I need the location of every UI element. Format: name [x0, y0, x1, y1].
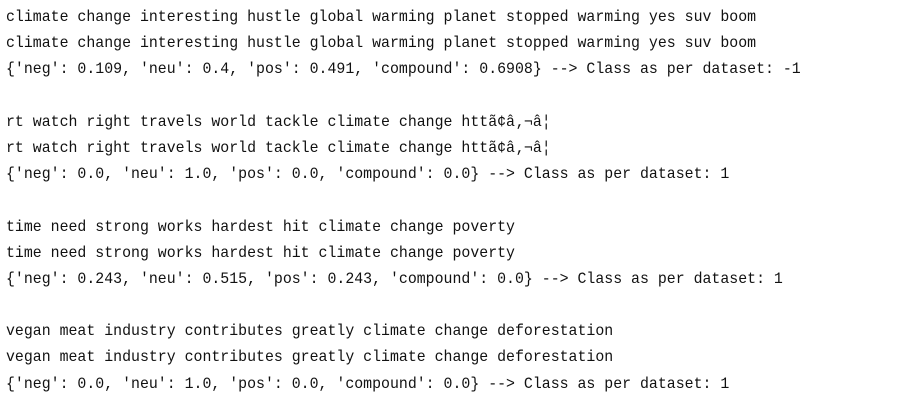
- output-block-3: time need strong works hardest hit clima…: [6, 214, 843, 293]
- output-block-2: rt watch right travels world tackle clim…: [6, 109, 843, 188]
- sentiment-result-line: {'neg': 0.243, 'neu': 0.515, 'pos': 0.24…: [6, 269, 783, 288]
- blank-line: [6, 292, 843, 318]
- processed-text-line: climate change interesting hustle global…: [6, 34, 757, 53]
- processed-text-line: time need strong works hardest hit clima…: [6, 243, 515, 262]
- processed-text-line: vegan meat industry contributes greatly …: [6, 348, 614, 367]
- sentiment-result-line: {'neg': 0.0, 'neu': 1.0, 'pos': 0.0, 'co…: [6, 165, 730, 184]
- cleaned-text-line: vegan meat industry contributes greatly …: [6, 322, 614, 341]
- output-block-1: climate change interesting hustle global…: [6, 4, 843, 83]
- blank-line: [6, 83, 843, 109]
- cleaned-text-line: time need strong works hardest hit clima…: [6, 217, 515, 236]
- sentiment-result-line: {'neg': 0.109, 'neu': 0.4, 'pos': 0.491,…: [6, 60, 801, 79]
- cleaned-text-line: climate change interesting hustle global…: [6, 8, 757, 26]
- output-block-4: vegan meat industry contributes greatly …: [6, 318, 843, 397]
- blank-line: [6, 187, 843, 213]
- console-output: climate change interesting hustle global…: [6, 4, 843, 397]
- sentiment-result-line: {'neg': 0.0, 'neu': 1.0, 'pos': 0.0, 'co…: [6, 374, 730, 393]
- processed-text-line: rt watch right travels world tackle clim…: [6, 138, 551, 157]
- cleaned-text-line: rt watch right travels world tackle clim…: [6, 112, 551, 131]
